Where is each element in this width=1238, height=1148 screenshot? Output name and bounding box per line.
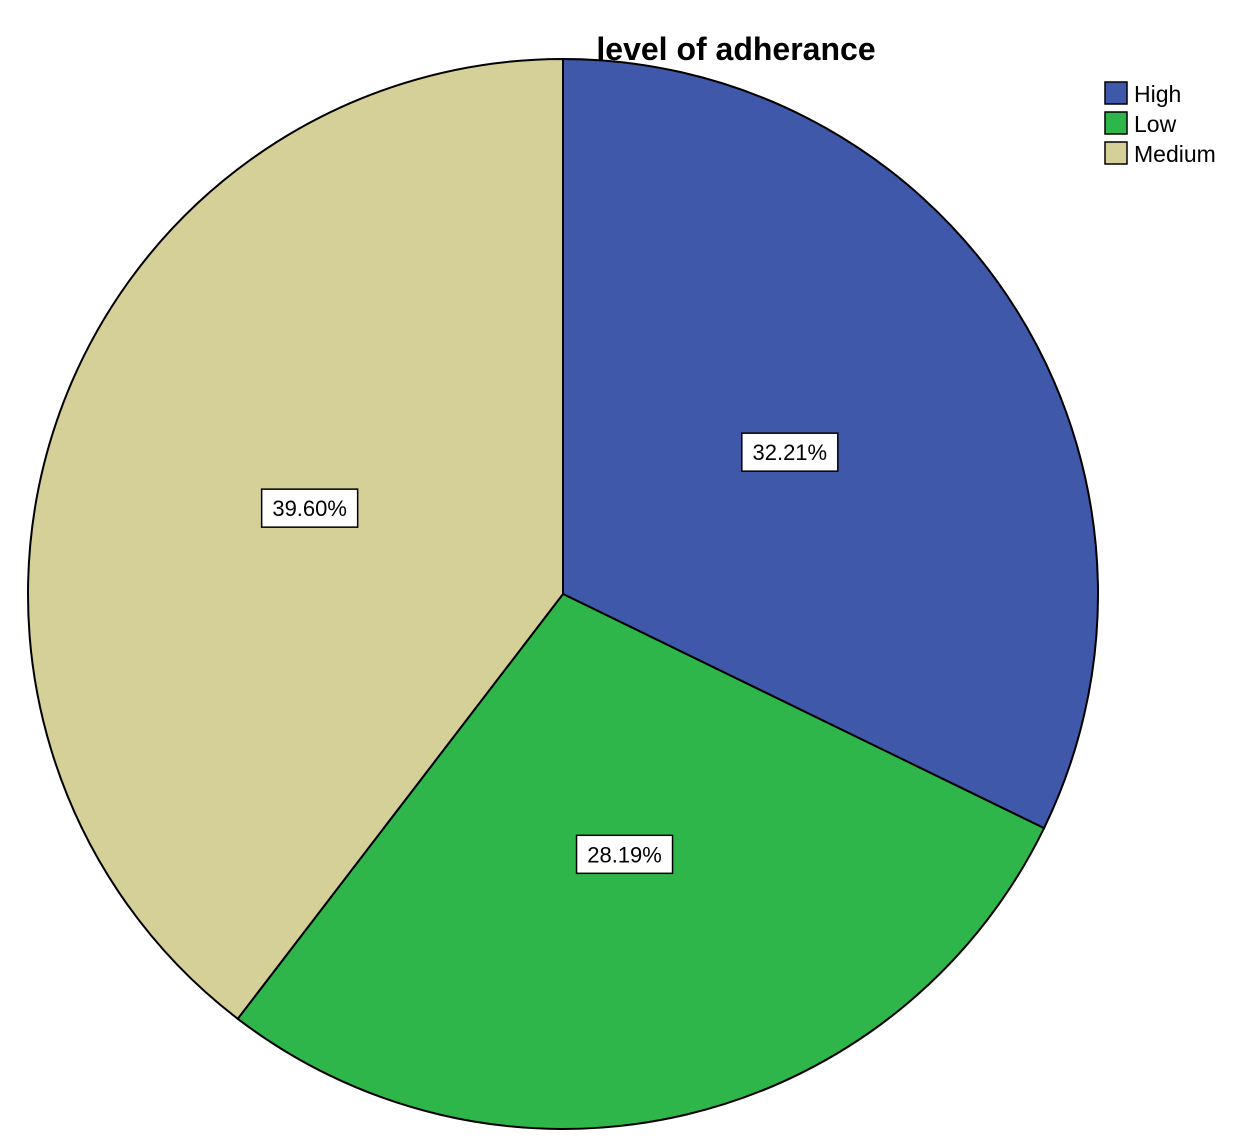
data-label-low: 28.19%	[575, 834, 674, 875]
data-labels-layer: 32.21% 28.19% 39.60%	[260, 432, 839, 875]
legend-label-high: High	[1134, 81, 1181, 107]
legend-label-low: Low	[1134, 111, 1177, 137]
data-label-text: 28.19%	[587, 842, 662, 867]
chart-title: level of adherance	[596, 31, 875, 67]
data-label-medium: 39.60%	[260, 488, 359, 528]
pie-slice-medium	[27, 57, 564, 1021]
legend-swatch-high	[1104, 81, 1128, 105]
legend-swatch-low	[1104, 111, 1128, 135]
data-label-box	[575, 834, 674, 875]
slices-layer	[27, 57, 1099, 1130]
data-label-box	[260, 488, 359, 528]
data-label-high: 32.21%	[741, 432, 839, 472]
legend: High Low Medium	[1104, 81, 1216, 167]
legend-swatch-medium	[1104, 141, 1128, 165]
legend-label-medium: Medium	[1134, 141, 1216, 167]
data-label-box	[741, 432, 839, 472]
data-label-text: 32.21%	[752, 440, 827, 465]
data-label-text: 39.60%	[272, 496, 347, 521]
